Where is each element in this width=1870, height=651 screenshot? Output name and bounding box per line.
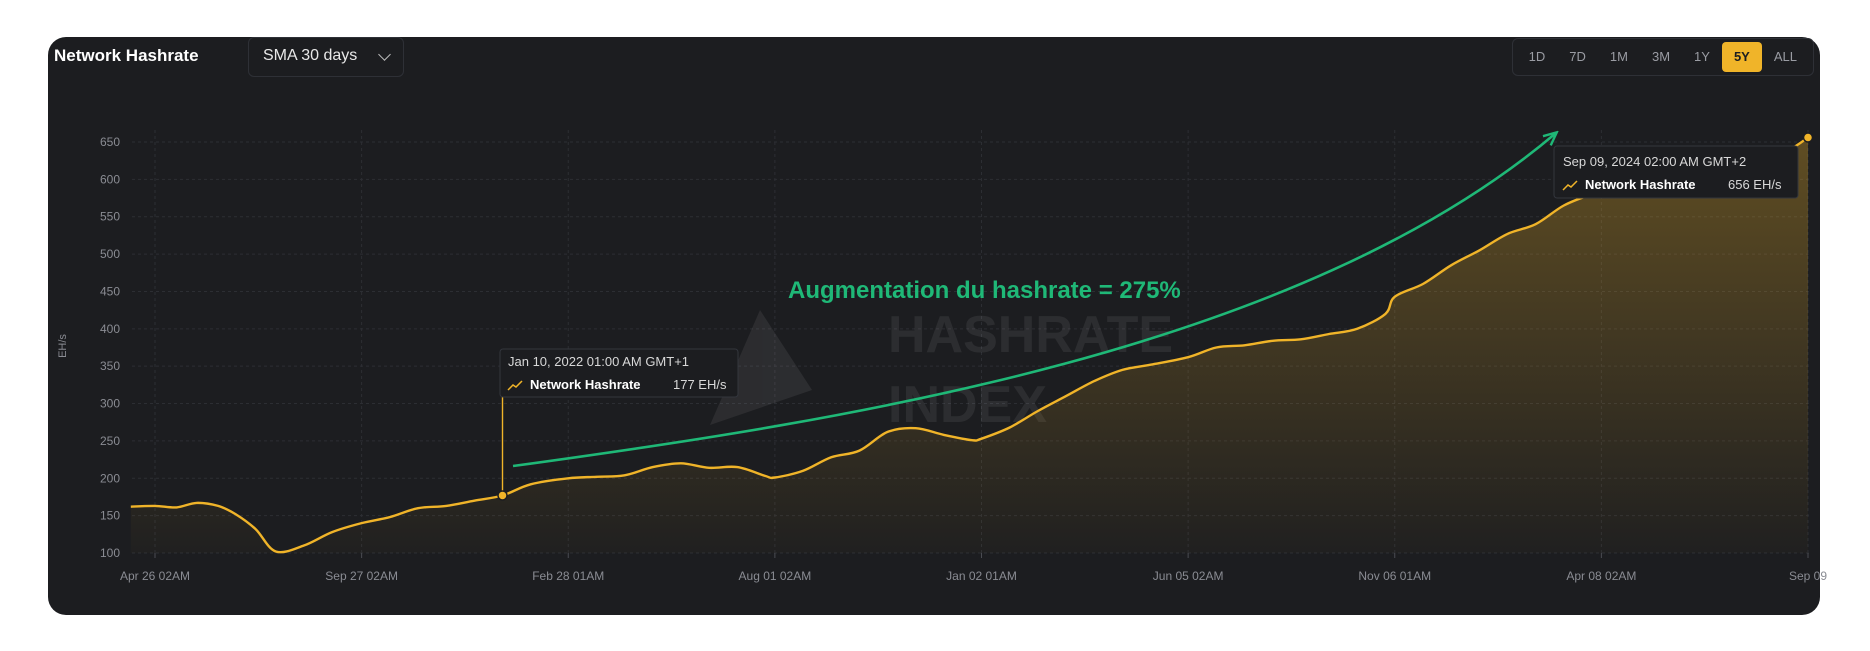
y-tick-label: 400	[100, 322, 120, 336]
range-button-1y[interactable]: 1Y	[1694, 49, 1710, 64]
y-tick-label: 150	[100, 509, 120, 523]
range-button-all[interactable]: ALL	[1773, 49, 1797, 64]
y-tick-label: 100	[100, 546, 120, 560]
x-tick-label: Sep 27 02AM	[325, 569, 398, 583]
tooltip-series-name: Network Hashrate	[530, 377, 641, 392]
line-series-icon	[1562, 180, 1578, 191]
chart-title: Network Hashrate	[54, 46, 199, 65]
y-tick-label: 200	[100, 471, 120, 485]
x-tick-label: Nov 06 01AM	[1358, 569, 1431, 583]
y-tick-label: 300	[100, 397, 120, 411]
y-tick-label: 600	[100, 172, 120, 186]
range-button-1d[interactable]: 1D	[1528, 49, 1546, 64]
range-button-1m[interactable]: 1M	[1609, 49, 1628, 64]
tooltip-point-sep-2024	[1802, 132, 1814, 143]
y-tick-label: 250	[100, 434, 120, 448]
hashrate-area	[130, 137, 1808, 553]
tooltip-sep-2024: Sep 09, 2024 02:00 AM GMT+2 Network Hash…	[1553, 145, 1799, 199]
hashrate-line	[130, 136, 1809, 554]
y-tick-label: 500	[100, 247, 120, 261]
x-tick-label: Jan 02 01AM	[946, 569, 1017, 583]
tooltip-jan-2022: Jan 10, 2022 01:00 AM GMT+1 Network Hash…	[499, 348, 739, 398]
watermark-line-1: HASHRATE	[888, 306, 1173, 364]
y-tick-label: 450	[100, 284, 120, 298]
range-button-7d[interactable]: 7D	[1569, 49, 1586, 64]
tooltip-date: Jan 10, 2022 01:00 AM GMT+1	[508, 354, 689, 369]
growth-arrow	[512, 133, 1556, 468]
sma-dropdown-label: SMA 30 days	[263, 47, 358, 64]
tooltip-date: Sep 09, 2024 02:00 AM GMT+2	[1563, 154, 1746, 169]
y-tick-label: 550	[100, 210, 120, 224]
sma-dropdown[interactable]: SMA 30 days	[248, 37, 404, 77]
x-tick-label: Apr 08 02AM	[1566, 569, 1636, 583]
y-axis-label: EH/s	[57, 334, 69, 358]
tooltip-value: 177 EH/s	[673, 377, 727, 392]
tooltip-series-name: Network Hashrate	[1585, 177, 1696, 192]
x-tick-label: Apr 26 02AM	[120, 569, 190, 583]
y-axis-ticks: 650 600 550 500 450 400 350 300 250 200 150 100	[100, 135, 120, 560]
y-tick-label: 650	[100, 135, 120, 149]
x-tick-label: Feb 28 01AM	[532, 569, 604, 583]
range-button-3m[interactable]: 3M	[1651, 49, 1671, 64]
y-tick-label: 350	[100, 359, 120, 373]
time-range-selector: 1D 7D 1M 3M 1Y 5Y ALL	[1511, 38, 1814, 76]
tooltip-value: 656 EH/s	[1728, 177, 1782, 192]
x-tick-label: Jun 05 02AM	[1153, 569, 1224, 583]
x-tick-label: Aug 01 02AM	[739, 569, 812, 583]
tooltip-point-jan-2022	[497, 490, 508, 501]
line-series-icon	[507, 380, 523, 391]
x-axis-ticks: Apr 26 02AM Sep 27 02AM Feb 28 01AM Aug 01 …	[120, 553, 1827, 583]
x-tick-label: Sep 09	[1789, 569, 1827, 583]
growth-annotation: Augmentation du hashrate = 275%	[788, 277, 1181, 304]
range-button-5y[interactable]: 5Y	[1721, 42, 1762, 72]
